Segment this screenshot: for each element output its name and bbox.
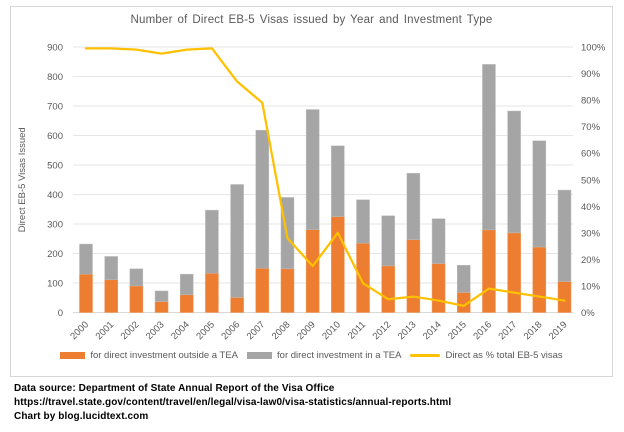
x-tick-2003: 2003 — [144, 319, 167, 342]
legend-item-outside-tea: for direct investment outside a TEA — [60, 350, 238, 361]
percent-line — [84, 47, 566, 307]
x-tick-2015: 2015 — [446, 319, 469, 342]
right-axis-tick-label: 0% — [581, 308, 595, 319]
right-axis-tick-label: 80% — [581, 96, 601, 107]
x-tick-2005: 2005 — [194, 319, 217, 342]
left-axis-tick-label: 300 — [47, 220, 63, 231]
bar-segment-in-tea-2001 — [104, 256, 118, 281]
bar-segment-in-tea-2002 — [129, 268, 144, 287]
bar-segment-in-tea-2012 — [381, 215, 395, 267]
left-axis-tick-label: 700 — [47, 102, 63, 113]
x-tick-2001: 2001 — [94, 319, 117, 342]
bar-segment-outside-tea-2019 — [557, 281, 572, 313]
legend-swatch-outside-tea — [60, 351, 86, 359]
x-tick-2004: 2004 — [169, 319, 192, 342]
legend-item-in-tea: for direct investment in a TEA — [247, 350, 401, 361]
left-axis-tick-label: 500 — [47, 161, 63, 172]
right-axis-tick-label: 20% — [581, 255, 601, 266]
bar-segment-outside-tea-2018 — [532, 246, 547, 313]
bar-segment-in-tea-2004 — [179, 273, 194, 296]
bar-segment-in-tea-2017 — [507, 110, 521, 234]
right-axis-tick-label: 30% — [581, 228, 601, 239]
plot-area: 0 100 200 300 400 500 600 700 800 900 0% 10% 20% 30% 4… — [17, 43, 606, 343]
right-axis-tick-label: 40% — [581, 202, 601, 213]
bar-segment-outside-tea-2000 — [79, 273, 93, 313]
x-tick-2018: 2018 — [522, 319, 545, 342]
bar-segment-in-tea-2006 — [230, 184, 244, 298]
x-tick-2013: 2013 — [396, 319, 419, 342]
left-axis-tick-label: 100 — [47, 279, 63, 290]
bar-segment-in-tea-2013 — [406, 173, 421, 240]
right-axis-tick-label: 70% — [581, 122, 601, 133]
bar-segment-in-tea-2007 — [255, 129, 270, 269]
bar-segment-in-tea-2016 — [482, 64, 496, 231]
bar-segment-in-tea-2018 — [532, 140, 547, 248]
bar-segment-outside-tea-2008 — [280, 268, 295, 313]
footer: Data source: Department of State Annual … — [14, 382, 614, 423]
bar-segment-in-tea-2009 — [305, 109, 320, 230]
left-axis-tick-label: 600 — [47, 131, 63, 142]
x-tick-2002: 2002 — [119, 319, 142, 342]
left-axis-tick-label: 0 — [58, 308, 63, 319]
bar-segment-outside-tea-2007 — [255, 268, 270, 313]
bar-segment-outside-tea-2004 — [179, 294, 194, 313]
bar-segment-in-tea-2003 — [154, 290, 169, 302]
x-tick-2016: 2016 — [471, 319, 494, 342]
bar-segment-outside-tea-2016 — [482, 229, 496, 313]
legend-swatch-in-tea — [247, 351, 273, 359]
right-axis-tick-label: 100% — [581, 43, 606, 54]
bar-segment-outside-tea-2013 — [406, 239, 421, 313]
bar-segment-outside-tea-2010 — [331, 216, 345, 313]
bar-segment-in-tea-2019 — [557, 189, 572, 282]
x-tick-2007: 2007 — [245, 319, 268, 342]
left-axis-tick-label: 400 — [47, 190, 63, 201]
x-tick-2017: 2017 — [497, 319, 520, 342]
bar-segment-in-tea-2000 — [79, 243, 93, 275]
right-axis-tick-label: 90% — [581, 69, 601, 80]
x-tick-2000: 2000 — [68, 319, 91, 342]
bar-segment-in-tea-2011 — [356, 199, 370, 244]
legend-label-outside-tea: for direct investment outside a TEA — [90, 349, 239, 361]
right-axis-tick-label: 50% — [581, 175, 601, 186]
x-tick-2010: 2010 — [320, 319, 343, 342]
legend-item-percent-line: Direct as % total EB-5 visas — [410, 349, 563, 361]
bar-segment-in-tea-2015 — [457, 265, 471, 293]
bar-segment-outside-tea-2011 — [356, 242, 370, 313]
x-tick-2011: 2011 — [346, 319, 368, 341]
footer-data-source: Data source: Department of State Annual … — [14, 383, 335, 394]
legend-label-percent-line: Direct as % total EB-5 visas — [445, 349, 563, 361]
bar-segment-outside-tea-2002 — [129, 285, 144, 313]
left-axis-tick-label: 800 — [47, 72, 63, 83]
bar-segment-in-tea-2014 — [431, 218, 446, 264]
bar-segment-outside-tea-2012 — [381, 265, 395, 313]
chart-title: Number of Direct EB-5 Visas issued by Ye… — [130, 14, 493, 26]
right-axis-tick-label: 10% — [581, 281, 601, 292]
bar-segment-outside-tea-2003 — [154, 301, 169, 313]
right-axis-tick-label: 60% — [581, 149, 601, 160]
chart-legend: for direct investment outside a TEA for … — [11, 347, 612, 363]
bar-segment-outside-tea-2009 — [305, 229, 320, 313]
bar-segment-outside-tea-2017 — [507, 232, 521, 313]
footer-credit: Chart by blog.lucidtext.com — [14, 410, 149, 422]
x-tick-2009: 2009 — [295, 319, 318, 342]
legend-label-in-tea: for direct investment in a TEA — [277, 349, 402, 361]
bar-segment-in-tea-2010 — [331, 145, 345, 217]
x-tick-2014: 2014 — [421, 319, 444, 342]
footer-url: https://travel.state.gov/content/travel/… — [14, 396, 452, 408]
bar-segment-outside-tea-2006 — [230, 297, 244, 313]
x-tick-2008: 2008 — [270, 319, 293, 342]
bar-segment-in-tea-2005 — [205, 209, 219, 274]
bar-segment-outside-tea-2014 — [431, 263, 446, 313]
left-axis-tick-label: 900 — [47, 43, 63, 54]
bar-segment-outside-tea-2001 — [104, 279, 118, 313]
legend-swatch-percent-line — [410, 353, 441, 357]
eb5-visas-chart: 0 100 200 300 400 500 600 700 800 900 0% 10% 20% 30% 4… — [10, 6, 613, 377]
x-tick-2019: 2019 — [547, 319, 570, 342]
x-tick-2012: 2012 — [371, 319, 394, 342]
x-tick-2006: 2006 — [219, 319, 242, 342]
left-axis-tick-label: 200 — [47, 249, 63, 260]
y-axis-title: Direct EB-5 Visas Issued — [17, 127, 28, 232]
bar-segment-outside-tea-2005 — [205, 273, 219, 313]
